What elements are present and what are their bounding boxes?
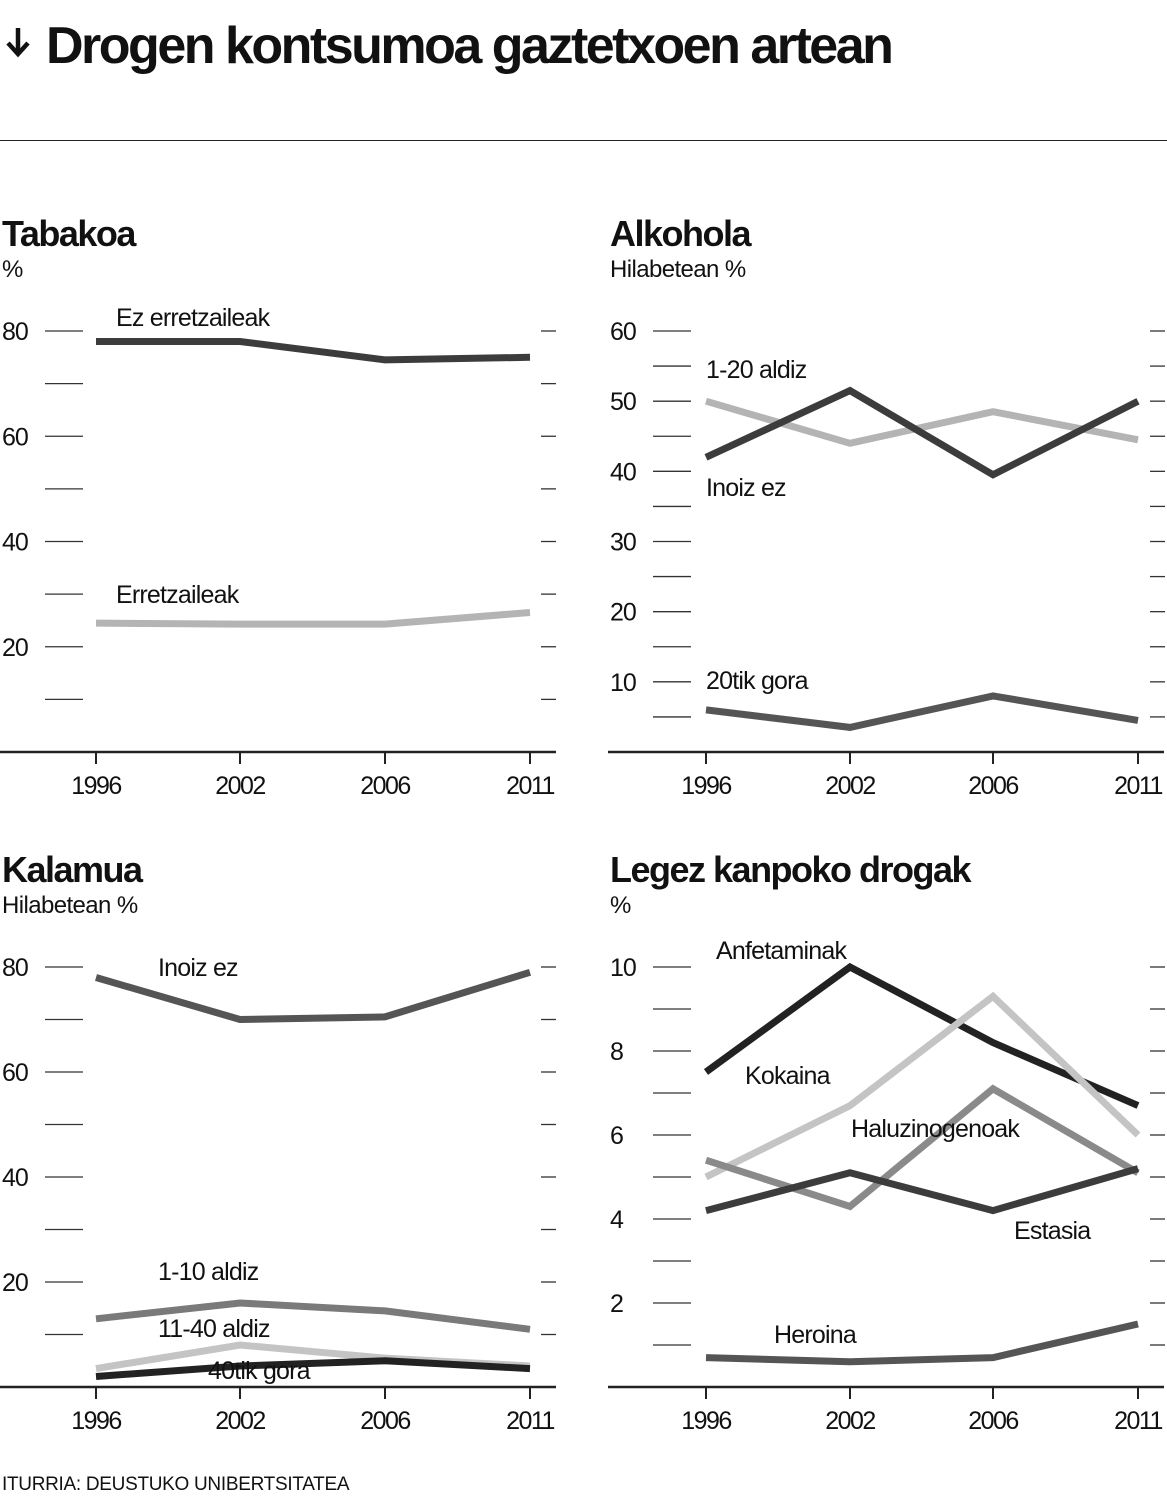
series-label-1: Inoiz ez <box>158 954 238 982</box>
title-divider <box>0 140 1167 141</box>
x-tick-label: 2011 <box>1114 1407 1162 1435</box>
x-tick-label: 1996 <box>71 1407 121 1435</box>
series-label-2: Kokaina <box>745 1062 831 1090</box>
series-line-1 <box>95 968 532 1024</box>
series-line-5 <box>705 1320 1139 1366</box>
arrow-down-icon <box>6 28 30 58</box>
y-tick-label: 20 <box>2 1269 28 1297</box>
y-tick-label: 6 <box>610 1122 623 1150</box>
y-tick-label: 10 <box>610 669 636 697</box>
series-label-1: 1-20 aldiz <box>706 356 807 384</box>
series-label-5: Heroina <box>774 1321 857 1349</box>
source-note: ITURRIA: DEUSTUKO UNIBERTSITATEA <box>2 1474 350 1495</box>
y-tick-label: 40 <box>610 458 636 486</box>
chart-title: Alkohola <box>610 213 752 254</box>
x-tick-label: 2002 <box>215 1407 265 1435</box>
series-line-2 <box>95 1299 531 1333</box>
x-tick-label: 2006 <box>968 772 1018 800</box>
x-tick-label: 2002 <box>825 772 875 800</box>
chart-1: Tabakoa% 20 40 60 80 1996 2002 2006 2011 Ez erret… <box>0 213 556 800</box>
series-line-3 <box>705 692 1139 731</box>
chart-subtitle: % <box>610 892 631 919</box>
y-tick-label: 10 <box>610 954 636 982</box>
series-line-2 <box>704 991 1141 1181</box>
y-tick-label: 20 <box>2 634 28 662</box>
y-tick-label: 60 <box>610 318 636 346</box>
chart-subtitle: Hilabetean % <box>610 256 746 283</box>
x-tick-label: 2006 <box>968 1407 1018 1435</box>
chart-title: Tabakoa <box>2 213 137 254</box>
chart-title: Kalamua <box>2 849 144 890</box>
y-tick-label: 60 <box>2 1059 28 1087</box>
series-line-1 <box>96 338 531 364</box>
page-title: Drogen kontsumoa gaztetxoen artean <box>46 17 894 75</box>
y-tick-label: 80 <box>2 954 28 982</box>
x-tick-label: 2006 <box>360 1407 410 1435</box>
series-label-1: Ez erretzaileak <box>116 304 271 332</box>
y-tick-label: 4 <box>610 1206 624 1234</box>
series-label-2: Erretzaileak <box>116 581 240 609</box>
series-label-3: Haluzinogenoak <box>851 1115 1020 1143</box>
x-tick-label: 2011 <box>506 772 554 800</box>
y-tick-label: 20 <box>610 599 636 627</box>
series-label-4: Estasia <box>1014 1217 1091 1245</box>
series-line-4 <box>705 1165 1139 1215</box>
y-tick-label: 30 <box>610 529 636 557</box>
x-tick-label: 2002 <box>825 1407 875 1435</box>
y-tick-label: 2 <box>610 1290 623 1318</box>
chart-title: Legez kanpoko drogak <box>610 849 973 890</box>
x-tick-label: 2011 <box>506 1407 554 1435</box>
series-label-3: 11-40 aldiz <box>158 1315 270 1343</box>
series-label-4: 40tik gora <box>208 1357 311 1385</box>
series-line-1 <box>703 962 1140 1109</box>
x-tick-label: 1996 <box>681 1407 731 1435</box>
x-tick-label: 2002 <box>215 772 265 800</box>
y-tick-label: 40 <box>2 1164 28 1192</box>
title-bar: Drogen kontsumoa gaztetxoen artean <box>0 0 1167 140</box>
charts-canvas: Tabakoa% 20 40 60 80 1996 2002 2006 2011 Ez erret… <box>0 213 1165 1435</box>
y-tick-label: 8 <box>610 1038 623 1066</box>
x-tick-label: 1996 <box>71 772 121 800</box>
series-label-1: Anfetaminak <box>716 937 847 965</box>
series-line-4 <box>95 1357 531 1380</box>
x-tick-label: 1996 <box>681 772 731 800</box>
series-line-3 <box>704 1084 1140 1211</box>
y-tick-label: 50 <box>610 388 636 416</box>
y-tick-label: 60 <box>2 423 28 451</box>
chart-subtitle: % <box>2 256 23 283</box>
series-label-2: 1-10 aldiz <box>158 1258 259 1286</box>
series-label-3: 20tik gora <box>706 667 809 695</box>
series-line-2 <box>704 386 1140 479</box>
x-tick-label: 2006 <box>360 772 410 800</box>
chart-4: Legez kanpoko drogak% 2 4 6 8 10 1996 2002 2006 2… <box>608 849 1165 1435</box>
y-tick-label: 40 <box>2 529 28 557</box>
x-tick-label: 2011 <box>1114 772 1162 800</box>
series-label-2: Inoiz ez <box>706 474 786 502</box>
chart-subtitle: Hilabetean % <box>2 892 138 919</box>
series-line-2 <box>95 609 531 628</box>
y-tick-label: 80 <box>2 318 28 346</box>
